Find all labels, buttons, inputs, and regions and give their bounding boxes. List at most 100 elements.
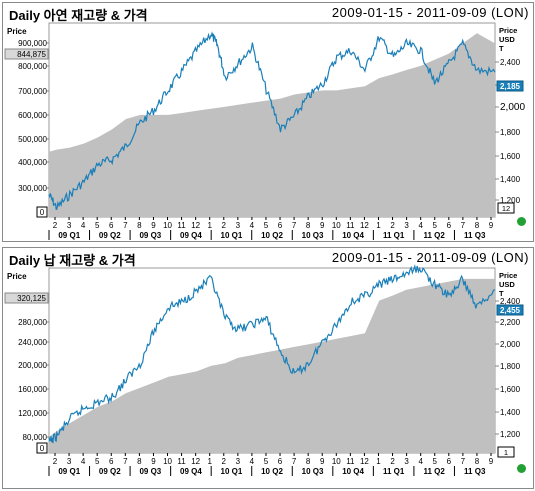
right-axis-label: USD [499, 35, 515, 44]
quarter-label: 09 Q2 [99, 231, 121, 240]
month-label: 5 [433, 221, 438, 230]
month-label: 3 [67, 221, 72, 230]
month-label: 5 [264, 221, 269, 230]
lead-chart-plot: Price PriceUSDT80,000120,000160,000200,00… [4, 264, 524, 476]
right-axis-label: Price [499, 271, 517, 280]
left-tick-label: 700,000 [18, 87, 47, 96]
quarter-label: 09 Q2 [99, 467, 121, 476]
left-tick-label: 120,000 [18, 409, 47, 418]
month-label: 9 [151, 221, 156, 230]
status-dot-icon [517, 217, 526, 226]
month-label: 10 [163, 457, 172, 466]
month-label: 9 [489, 221, 494, 230]
month-label: 9 [151, 457, 156, 466]
left-tick-label: 400,000 [18, 158, 47, 167]
month-label: 4 [81, 457, 86, 466]
quarter-label: 11 Q3 [464, 231, 486, 240]
left-tick-label: 160,000 [18, 385, 47, 394]
right-end-box [497, 446, 515, 458]
month-label: 10 [332, 457, 341, 466]
month-label: 4 [81, 221, 86, 230]
quarter-label: 10 Q1 [221, 231, 243, 240]
zinc-chart-panel: Daily 아연 재고량 & 가격 2009-01-15 - 2011-09-0… [2, 2, 534, 242]
month-label: 8 [306, 221, 311, 230]
left-zero-box [36, 206, 48, 218]
month-label: 5 [264, 457, 269, 466]
left-zero-box [36, 442, 48, 454]
chart-date-range: 2009-01-15 - 2011-09-09 (LON) [331, 5, 529, 20]
quarter-label: 11 Q3 [464, 467, 486, 476]
price-line-series [48, 264, 496, 444]
left-tick-label: 280,000 [18, 318, 47, 327]
quarter-label: 11 Q1 [383, 231, 405, 240]
month-label: 2 [222, 457, 227, 466]
month-label: 5 [95, 457, 100, 466]
month-label: 5 [95, 221, 100, 230]
quarter-label: 10 Q2 [261, 467, 283, 476]
month-label: 7 [292, 221, 297, 230]
month-label: 1 [207, 221, 212, 230]
left-current-value-box [4, 48, 49, 60]
month-label: 2 [390, 221, 395, 230]
month-label: 4 [418, 457, 423, 466]
right-axis-label: Price [499, 26, 517, 35]
left-axis-label: Price [7, 272, 27, 281]
month-label: 1 [376, 457, 381, 466]
left-current-value: 320,125 [17, 294, 46, 303]
right-tick-label: 1,200 [500, 196, 521, 205]
month-label: 6 [447, 221, 452, 230]
right-end-label: 12 [502, 204, 510, 213]
right-axis-label: USD [499, 280, 515, 289]
right-tick-label: 2,000 [500, 102, 525, 113]
month-label: 8 [475, 457, 480, 466]
left-tick-label: 500,000 [18, 135, 47, 144]
month-label: 2 [53, 457, 58, 466]
status-dot-icon [517, 464, 526, 473]
month-label: 4 [250, 457, 255, 466]
quarter-label: 09 Q4 [180, 231, 202, 240]
month-label: 12 [191, 457, 200, 466]
left-current-value: 844,875 [17, 50, 46, 59]
quarter-label: 11 Q1 [383, 467, 405, 476]
month-label: 9 [320, 221, 325, 230]
month-label: 11 [346, 457, 355, 466]
right-current-value: 2,185 [500, 82, 521, 91]
month-label: 3 [236, 221, 241, 230]
left-axis-label: Price [7, 27, 27, 36]
month-label: 2 [222, 221, 227, 230]
quarter-label: 11 Q2 [424, 467, 446, 476]
right-tick-label: 1,400 [500, 175, 521, 184]
month-label: 4 [250, 221, 255, 230]
left-tick-label: 900,000 [18, 39, 47, 48]
right-current-value-box [496, 304, 524, 316]
month-label: 11 [177, 221, 186, 230]
quarter-label: 10 Q3 [302, 467, 324, 476]
inventory-area-series [49, 33, 495, 218]
month-label: 6 [109, 457, 114, 466]
quarter-label: 11 Q2 [424, 231, 446, 240]
month-label: 4 [418, 221, 423, 230]
quarter-label: 10 Q4 [342, 231, 364, 240]
right-tick-label: 2,000 [500, 340, 521, 349]
month-label: 12 [360, 457, 369, 466]
month-label: 7 [123, 457, 128, 466]
month-label: 11 [177, 457, 186, 466]
chart-title: Daily 납 재고량 & 가격 [9, 253, 136, 268]
month-label: 3 [236, 457, 241, 466]
month-label: 7 [461, 457, 466, 466]
left-tick-label: 300,000 [18, 184, 47, 193]
month-label: 8 [306, 457, 311, 466]
left-tick-label: 200,000 [18, 361, 47, 370]
chart-title: Daily 아연 재고량 & 가격 [9, 8, 148, 23]
quarter-label: 09 Q1 [58, 467, 80, 476]
right-tick-label: 1,600 [500, 385, 521, 394]
month-label: 8 [475, 221, 480, 230]
right-end-box [497, 202, 515, 214]
left-zero-label: 0 [40, 208, 45, 217]
month-label: 12 [360, 221, 369, 230]
month-label: 6 [109, 221, 114, 230]
month-label: 9 [489, 457, 494, 466]
month-label: 2 [390, 457, 395, 466]
quarter-label: 09 Q3 [139, 467, 161, 476]
right-tick-label: 2,400 [500, 297, 521, 306]
